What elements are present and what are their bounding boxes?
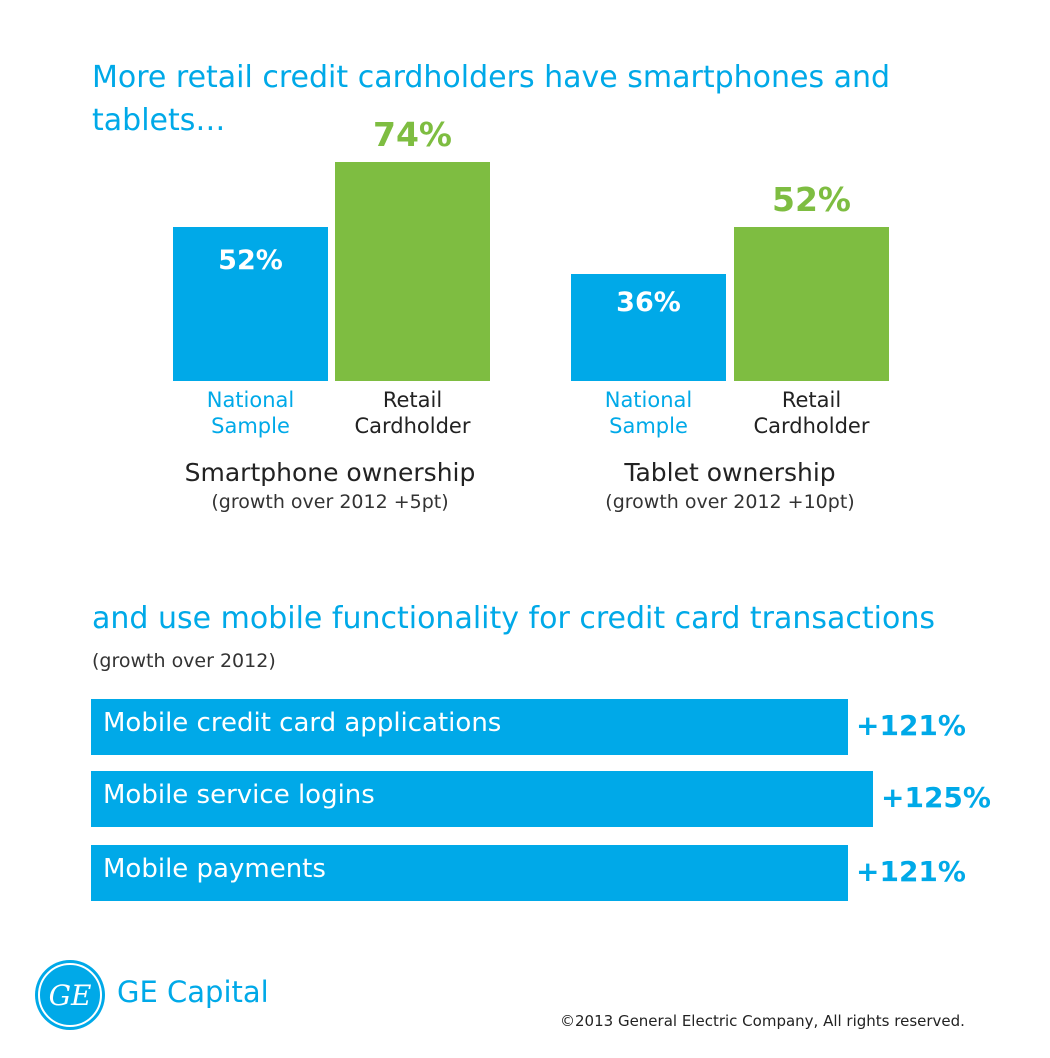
- headline: More retail credit cardholders have smar…: [92, 60, 891, 138]
- chart-title: Smartphone ownership: [184, 458, 476, 487]
- chart-subtitle: (growth over 2012 +10pt): [605, 491, 855, 513]
- bar-value-label: 36%: [616, 287, 681, 318]
- category-label: National Sample: [604, 388, 693, 438]
- bar-value-label: 52%: [772, 180, 851, 219]
- bar-tablet-retail-cardholder: [734, 227, 889, 381]
- chart-title: Tablet ownership: [624, 458, 836, 487]
- chart-subtitle: (growth over 2012 +5pt): [211, 491, 449, 513]
- brand-name: GE Capital: [117, 975, 269, 1009]
- ge-logo-icon: GE: [35, 960, 105, 1030]
- hbar-value-label: +121%: [856, 855, 966, 888]
- bar-tablet-national-sample: 36%: [571, 274, 726, 381]
- hbar-category-label: Mobile service logins: [103, 780, 375, 810]
- category-label: Retail Cardholder: [354, 388, 471, 438]
- hbar-category-label: Mobile payments: [103, 854, 326, 884]
- category-label: Retail Cardholder: [753, 388, 870, 438]
- bar-smartphone-national-sample: 52%: [173, 227, 328, 381]
- bar-value-label: 52%: [218, 245, 283, 276]
- bar-value-label: 74%: [373, 115, 452, 154]
- hbar-value-label: +125%: [881, 781, 991, 814]
- section-title: and use mobile functionality for credit …: [92, 601, 936, 636]
- ge-monogram: GE: [38, 963, 102, 1027]
- copyright: ©2013 General Electric Company, All righ…: [560, 1012, 965, 1030]
- hbar-0: Mobile credit card applications: [91, 699, 848, 755]
- section-subtitle: (growth over 2012): [92, 650, 276, 672]
- bar-smartphone-retail-cardholder: [335, 162, 490, 381]
- hbar-category-label: Mobile credit card applications: [103, 708, 502, 738]
- hbar-2: Mobile payments: [91, 845, 848, 901]
- category-label: National Sample: [206, 388, 295, 438]
- ge-monogram-text: GE: [49, 979, 92, 1012]
- hbar-1: Mobile service logins: [91, 771, 873, 827]
- hbar-value-label: +121%: [856, 709, 966, 742]
